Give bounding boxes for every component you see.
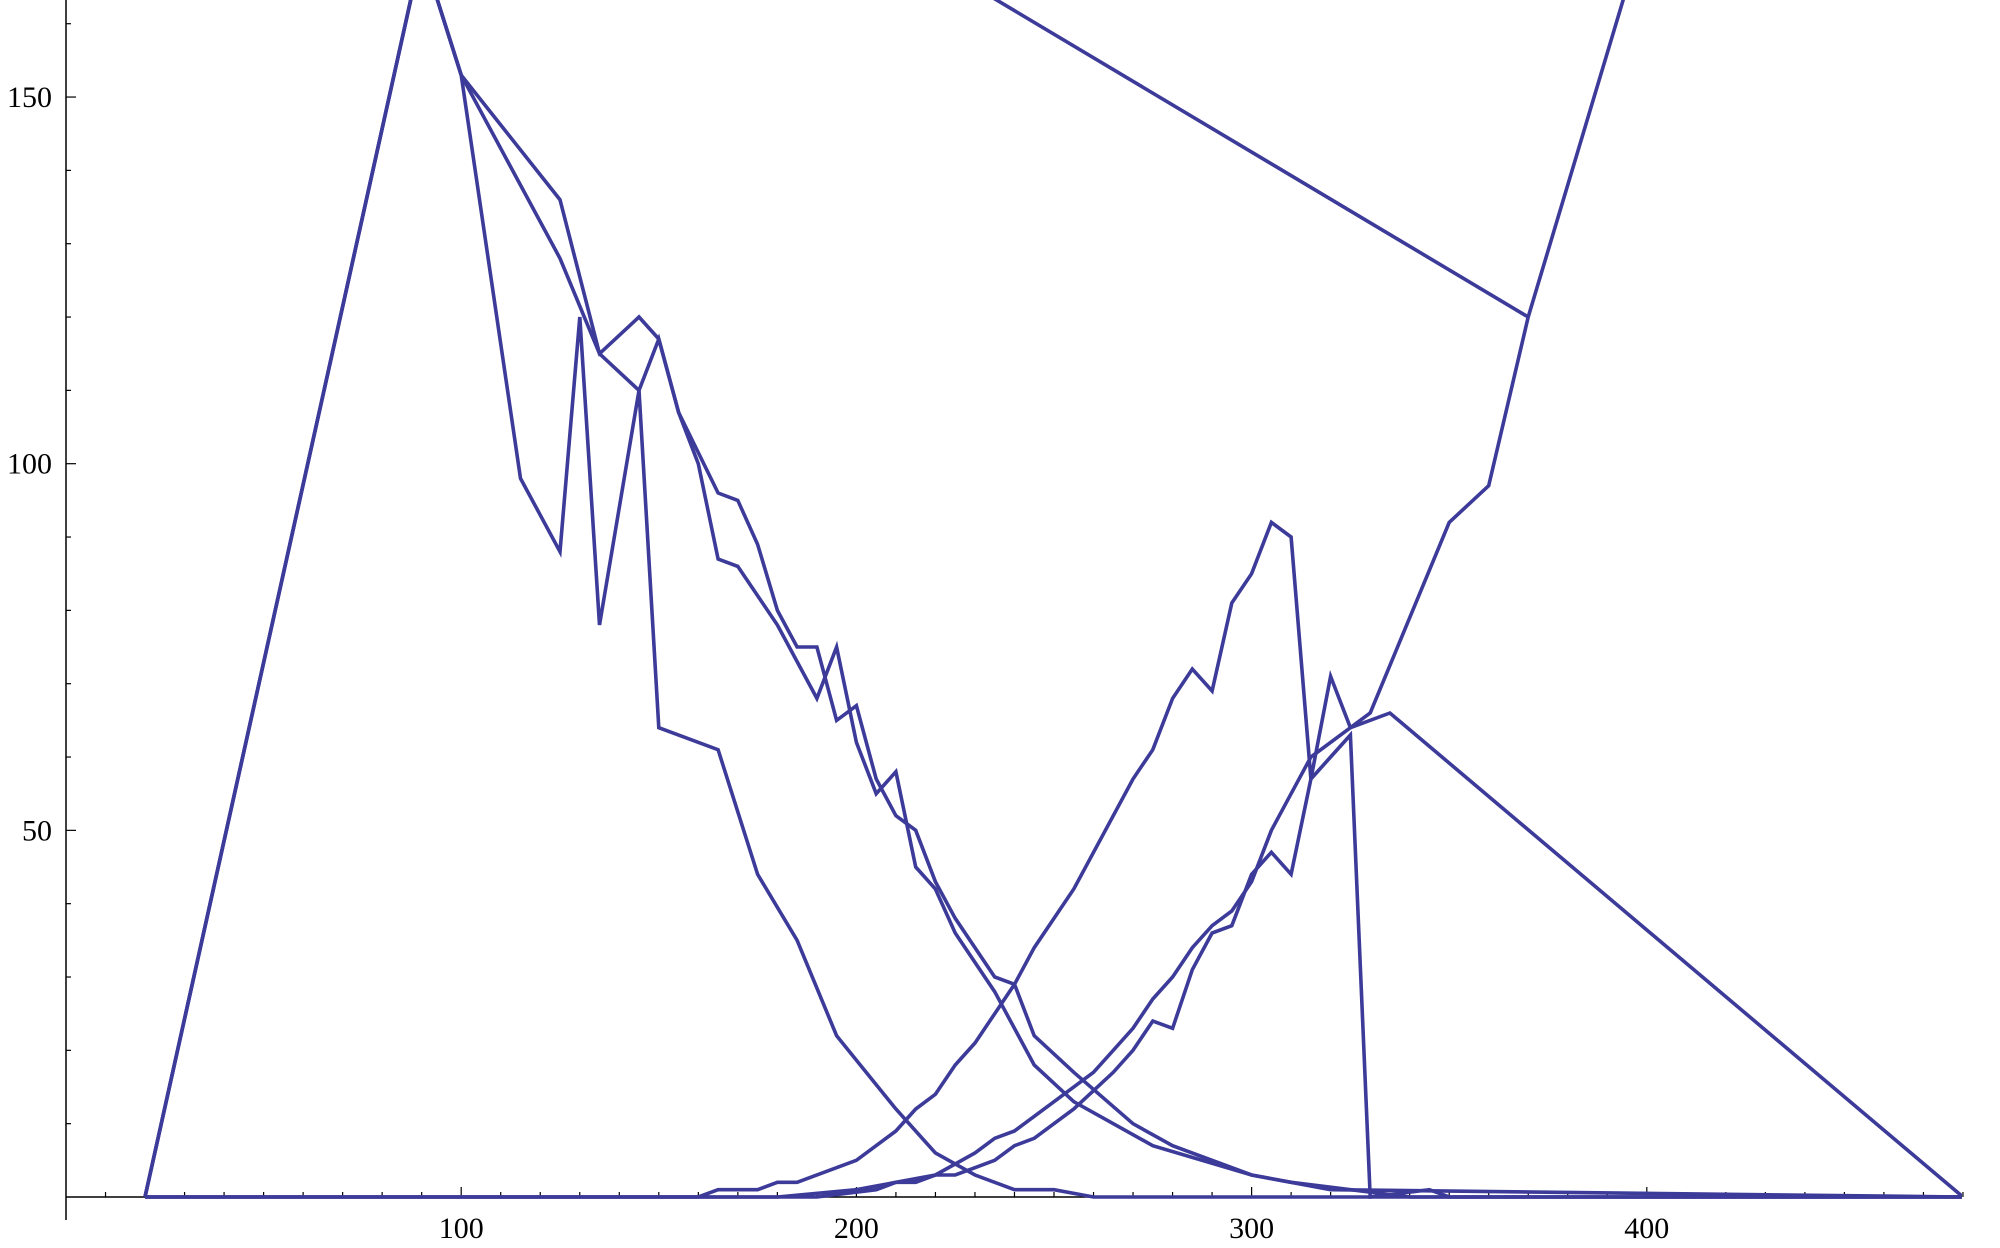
y-tick-label: 100 [7,448,52,481]
x-tick-label: 100 [439,1212,484,1245]
axes [65,0,1964,1220]
x-tick-label: 200 [834,1212,879,1245]
y-tick-label: 50 [22,814,52,847]
series-line-6 [145,730,1962,1199]
tick-labels: 100 200 300 400 50 100 150 [7,81,1669,1245]
series-line-3 [143,0,1962,1199]
series-line-2 [143,0,1962,1199]
series-layer [143,0,1962,1199]
x-tick-label: 400 [1624,1212,1669,1245]
x-tick-label: 300 [1229,1212,1274,1245]
series-line-1 [143,0,1962,1199]
series-line-4 [145,0,1626,1199]
y-tick-label: 150 [7,81,52,114]
series-line-7 [993,0,1530,319]
